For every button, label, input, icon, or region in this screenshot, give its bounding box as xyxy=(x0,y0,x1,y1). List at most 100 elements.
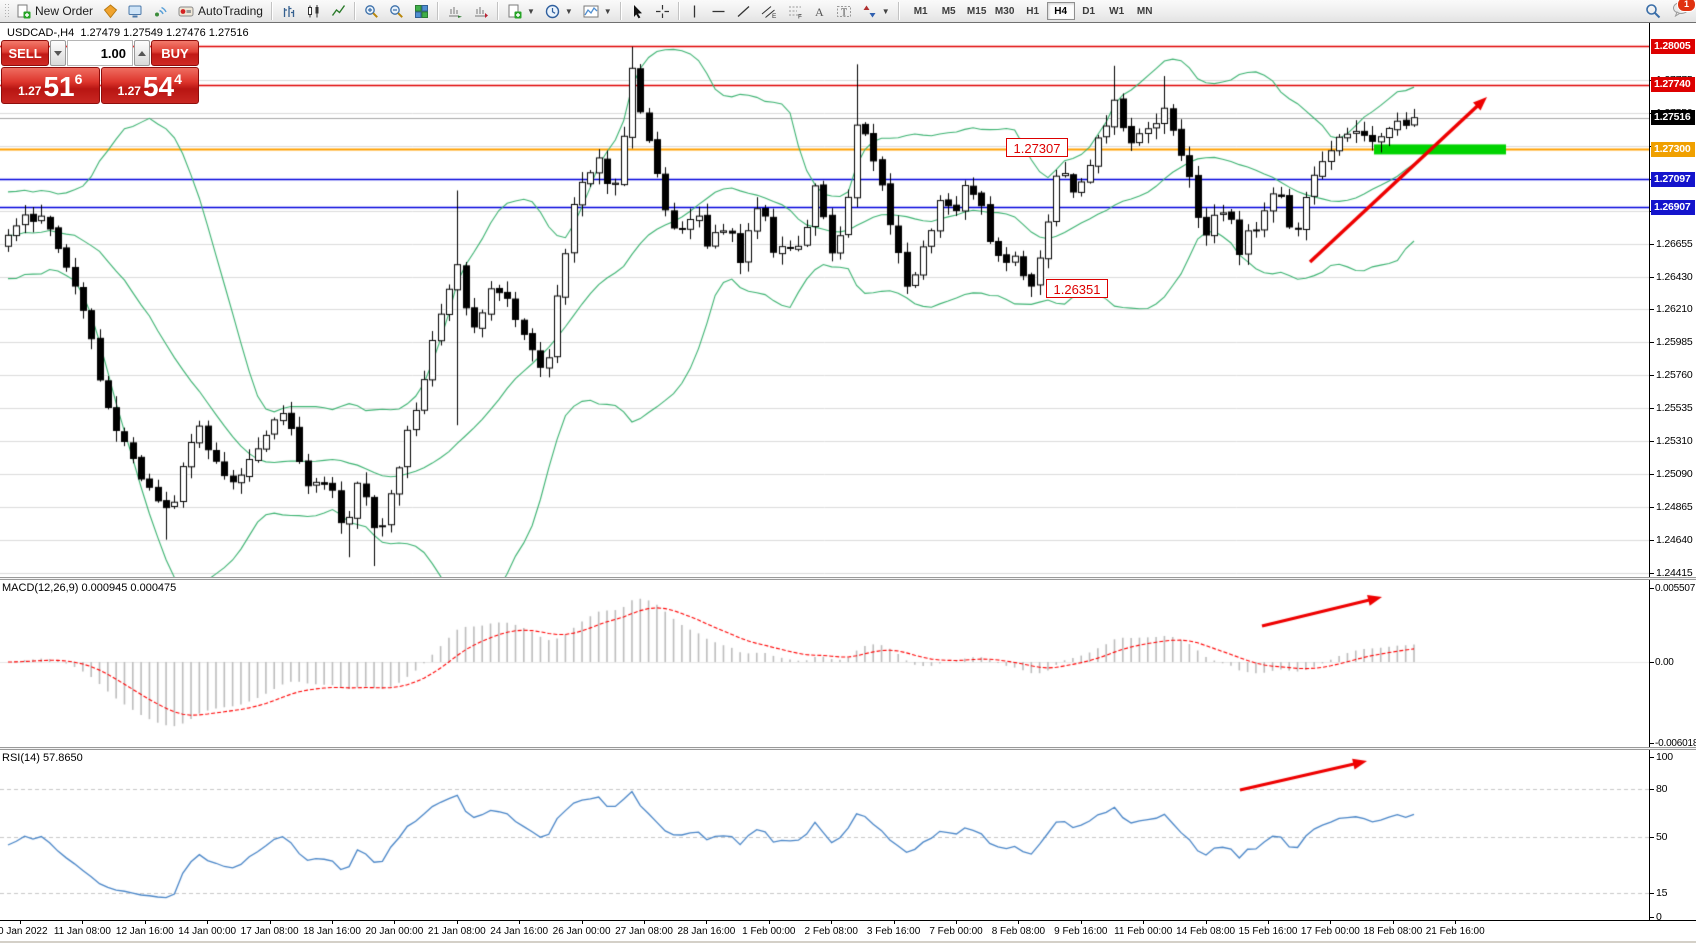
time-label: 21 Feb 16:00 xyxy=(1425,926,1485,937)
time-tick-mark xyxy=(581,921,583,924)
volume-input[interactable] xyxy=(67,40,133,66)
time-tick-mark xyxy=(1392,921,1394,924)
timeframe-m15[interactable]: M15 xyxy=(963,2,991,20)
time-label: 8 Feb 08:00 xyxy=(991,926,1046,937)
search-icon xyxy=(1646,4,1661,19)
time-label: 27 Jan 08:00 xyxy=(615,926,673,937)
sell-price-display[interactable]: 1.27 51 6 xyxy=(1,67,100,104)
arrows-tool-dropdown[interactable]: ▼ xyxy=(857,1,895,21)
sell-button[interactable]: SELL xyxy=(1,40,50,66)
text-tool[interactable]: A xyxy=(808,1,831,21)
rsi-pane-separator[interactable] xyxy=(0,747,1696,750)
search-button[interactable] xyxy=(1640,1,1666,21)
time-tick-mark xyxy=(20,921,21,924)
price-chart-canvas[interactable] xyxy=(0,23,1649,577)
price-tick-label: 1.24415 xyxy=(1656,566,1693,579)
rsi-tick-label: 50 xyxy=(1656,831,1668,843)
time-tick-mark xyxy=(207,921,209,924)
candlestick-icon xyxy=(307,4,319,17)
template-dropdown[interactable]: ▼ xyxy=(578,1,617,21)
bar-chart-mode-button[interactable] xyxy=(276,1,301,21)
time-label: 14 Jan 00:00 xyxy=(178,926,237,937)
support-price-label[interactable]: 1.26351 xyxy=(1046,278,1108,298)
horizontal-line-tool[interactable] xyxy=(706,1,731,21)
svg-text:A: A xyxy=(815,5,824,19)
resistance-price-label[interactable]: 1.27307 xyxy=(1006,138,1068,158)
buy-button[interactable]: BUY xyxy=(150,40,199,66)
svg-text:F: F xyxy=(798,13,802,19)
notifications-button[interactable]: 1 xyxy=(1672,0,1696,22)
new-order-button[interactable]: New Order xyxy=(11,1,98,21)
autotrading-label: AutoTrading xyxy=(198,4,263,18)
time-label: 26 Jan 00:00 xyxy=(552,926,611,937)
price-badge: 1.27516 xyxy=(1651,110,1695,126)
crosshair-tool-button[interactable] xyxy=(650,1,675,21)
autotrading-button[interactable]: AutoTrading xyxy=(173,1,268,21)
price-tick-label: 1.25985 xyxy=(1656,336,1693,349)
price-tick-mark xyxy=(1650,473,1654,475)
time-label: 11 Feb 00:00 xyxy=(1114,926,1173,937)
fibonacci-tool[interactable]: F xyxy=(782,1,808,21)
macd-pane-canvas[interactable] xyxy=(0,580,1649,747)
timeframe-mn[interactable]: MN xyxy=(1131,2,1159,20)
cursor-tool-button[interactable] xyxy=(625,1,650,21)
price-tick-label: 1.25535 xyxy=(1656,402,1693,415)
horizontal-line-icon xyxy=(712,10,725,12)
vertical-line-tool[interactable] xyxy=(683,1,706,21)
candlestick-mode-button[interactable] xyxy=(301,1,326,21)
line-chart-icon xyxy=(331,4,346,16)
text-label-tool[interactable]: T xyxy=(831,1,857,21)
timeframe-w1[interactable]: W1 xyxy=(1103,2,1131,20)
time-tick-mark xyxy=(831,921,833,924)
rsi-pane-canvas[interactable] xyxy=(0,750,1649,920)
volume-decrease-button[interactable] xyxy=(50,40,66,66)
toolbar-separator xyxy=(436,2,439,20)
line-chart-mode-button[interactable] xyxy=(326,1,351,21)
price-badge: 1.27097 xyxy=(1651,171,1695,187)
toolbar-separator xyxy=(353,2,356,20)
trendline-tool[interactable] xyxy=(731,1,756,21)
timeframe-d1[interactable]: D1 xyxy=(1075,2,1103,20)
macd-tick-label: -0.006018 xyxy=(1655,737,1696,749)
down-arrow-icon xyxy=(54,50,63,56)
time-axis[interactable]: 10 Jan 2022 11 Jan 08:00 12 Jan 16:00 14 Ja… xyxy=(0,920,1696,941)
time-label: 18 Feb 08:00 xyxy=(1363,926,1423,937)
cursor-icon xyxy=(633,4,642,18)
timeframe-m5[interactable]: M5 xyxy=(935,2,963,20)
period-dropdown[interactable]: ▼ xyxy=(540,1,578,21)
price-tick-mark xyxy=(1650,441,1654,443)
time-tick-mark xyxy=(1205,921,1207,924)
gem-icon-button[interactable] xyxy=(98,1,123,21)
macd-pane-separator[interactable] xyxy=(0,577,1696,580)
tile-windows-button[interactable] xyxy=(409,1,434,21)
timeframe-m1[interactable]: M1 xyxy=(907,2,935,20)
timeframe-h1[interactable]: H1 xyxy=(1019,2,1047,20)
price-tick-label: 1.26655 xyxy=(1656,238,1693,251)
chevron-down-icon: ▼ xyxy=(881,6,890,16)
toolbar-grip[interactable] xyxy=(4,3,9,19)
chart-shift-button[interactable] xyxy=(468,1,494,21)
macd-tick-mark xyxy=(1650,588,1654,589)
notification-count-badge: 1 xyxy=(1677,0,1696,12)
signal-icon-button[interactable] xyxy=(148,1,173,21)
toolbar-separator xyxy=(270,2,273,20)
buy-price-display[interactable]: 1.27 54 4 xyxy=(100,67,199,104)
terminal-icon-button[interactable] xyxy=(123,1,148,21)
new-order-icon xyxy=(16,4,31,19)
price-axis[interactable]: 1.277751.275501.273251.271001.268801.266… xyxy=(1649,23,1696,923)
auto-scroll-button[interactable] xyxy=(442,1,468,21)
rsi-tick-mark xyxy=(1650,893,1654,894)
fibonacci-icon: F xyxy=(788,6,802,19)
timeframe-h4[interactable]: H4 xyxy=(1046,2,1075,20)
equidistant-channel-tool[interactable]: E xyxy=(756,1,782,21)
toolbar-separator xyxy=(677,2,680,20)
rsi-tick-label: 15 xyxy=(1656,887,1668,899)
zoom-out-button[interactable] xyxy=(384,1,409,21)
timeframe-m30[interactable]: M30 xyxy=(991,2,1019,20)
new-chart-dropdown[interactable]: ▼ xyxy=(502,1,540,21)
volume-increase-button[interactable] xyxy=(134,40,150,66)
zoom-in-button[interactable] xyxy=(359,1,384,21)
time-tick-mark xyxy=(332,921,333,924)
time-tick-mark xyxy=(82,921,84,924)
macd-tick-mark xyxy=(1650,742,1654,744)
